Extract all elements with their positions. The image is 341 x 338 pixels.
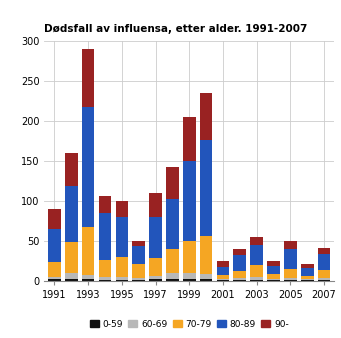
Bar: [318, 280, 330, 281]
Bar: [132, 246, 145, 264]
Bar: [48, 279, 61, 281]
Bar: [217, 280, 229, 281]
Bar: [250, 265, 263, 277]
Bar: [301, 280, 313, 281]
Bar: [166, 248, 179, 272]
Bar: [200, 93, 212, 140]
Bar: [149, 279, 162, 281]
Bar: [234, 278, 246, 280]
Bar: [149, 217, 162, 258]
Bar: [132, 278, 145, 280]
Bar: [267, 266, 280, 274]
Bar: [250, 237, 263, 244]
Bar: [116, 200, 128, 217]
Bar: [116, 217, 128, 257]
Bar: [65, 272, 78, 279]
Bar: [301, 279, 313, 280]
Bar: [250, 277, 263, 280]
Bar: [200, 279, 212, 281]
Bar: [284, 248, 297, 268]
Bar: [149, 193, 162, 217]
Bar: [183, 161, 196, 241]
Bar: [234, 255, 246, 271]
Bar: [99, 213, 111, 260]
Bar: [234, 248, 246, 255]
Bar: [267, 274, 280, 279]
Bar: [65, 279, 78, 281]
Bar: [132, 264, 145, 278]
Bar: [250, 244, 263, 265]
Bar: [217, 275, 229, 279]
Bar: [284, 280, 297, 281]
Bar: [234, 280, 246, 281]
Bar: [149, 276, 162, 279]
Bar: [99, 260, 111, 277]
Bar: [217, 261, 229, 267]
Bar: [48, 209, 61, 228]
Bar: [217, 267, 229, 275]
Bar: [217, 279, 229, 280]
Bar: [99, 196, 111, 213]
Bar: [82, 275, 94, 279]
Bar: [65, 186, 78, 242]
Bar: [267, 261, 280, 266]
Bar: [166, 279, 179, 281]
Bar: [82, 279, 94, 281]
Bar: [116, 277, 128, 280]
Bar: [48, 276, 61, 279]
Bar: [48, 228, 61, 262]
Bar: [166, 199, 179, 248]
Bar: [318, 278, 330, 280]
Text: Dødsfall av influensa, etter alder. 1991-2007: Dødsfall av influensa, etter alder. 1991…: [44, 24, 308, 34]
Bar: [149, 258, 162, 276]
Bar: [183, 117, 196, 161]
Bar: [318, 270, 330, 278]
Bar: [234, 271, 246, 278]
Bar: [99, 277, 111, 280]
Bar: [284, 268, 297, 278]
Bar: [65, 242, 78, 272]
Bar: [166, 272, 179, 279]
Bar: [318, 248, 330, 254]
Bar: [301, 264, 313, 268]
Bar: [301, 268, 313, 276]
Bar: [132, 280, 145, 281]
Bar: [267, 280, 280, 281]
Bar: [318, 254, 330, 270]
Bar: [301, 276, 313, 279]
Bar: [166, 167, 179, 199]
Bar: [284, 278, 297, 280]
Bar: [65, 152, 78, 186]
Bar: [116, 257, 128, 277]
Bar: [183, 241, 196, 272]
Bar: [200, 274, 212, 279]
Bar: [99, 280, 111, 281]
Bar: [200, 236, 212, 274]
Bar: [200, 140, 212, 236]
Legend: 0-59, 60-69, 70-79, 80-89, 90-: 0-59, 60-69, 70-79, 80-89, 90-: [86, 316, 292, 333]
Bar: [48, 262, 61, 276]
Bar: [250, 280, 263, 281]
Bar: [132, 241, 145, 246]
Bar: [183, 272, 196, 279]
Bar: [82, 227, 94, 275]
Bar: [183, 279, 196, 281]
Bar: [284, 241, 297, 248]
Bar: [82, 107, 94, 227]
Bar: [116, 280, 128, 281]
Bar: [82, 49, 94, 107]
Bar: [267, 279, 280, 280]
